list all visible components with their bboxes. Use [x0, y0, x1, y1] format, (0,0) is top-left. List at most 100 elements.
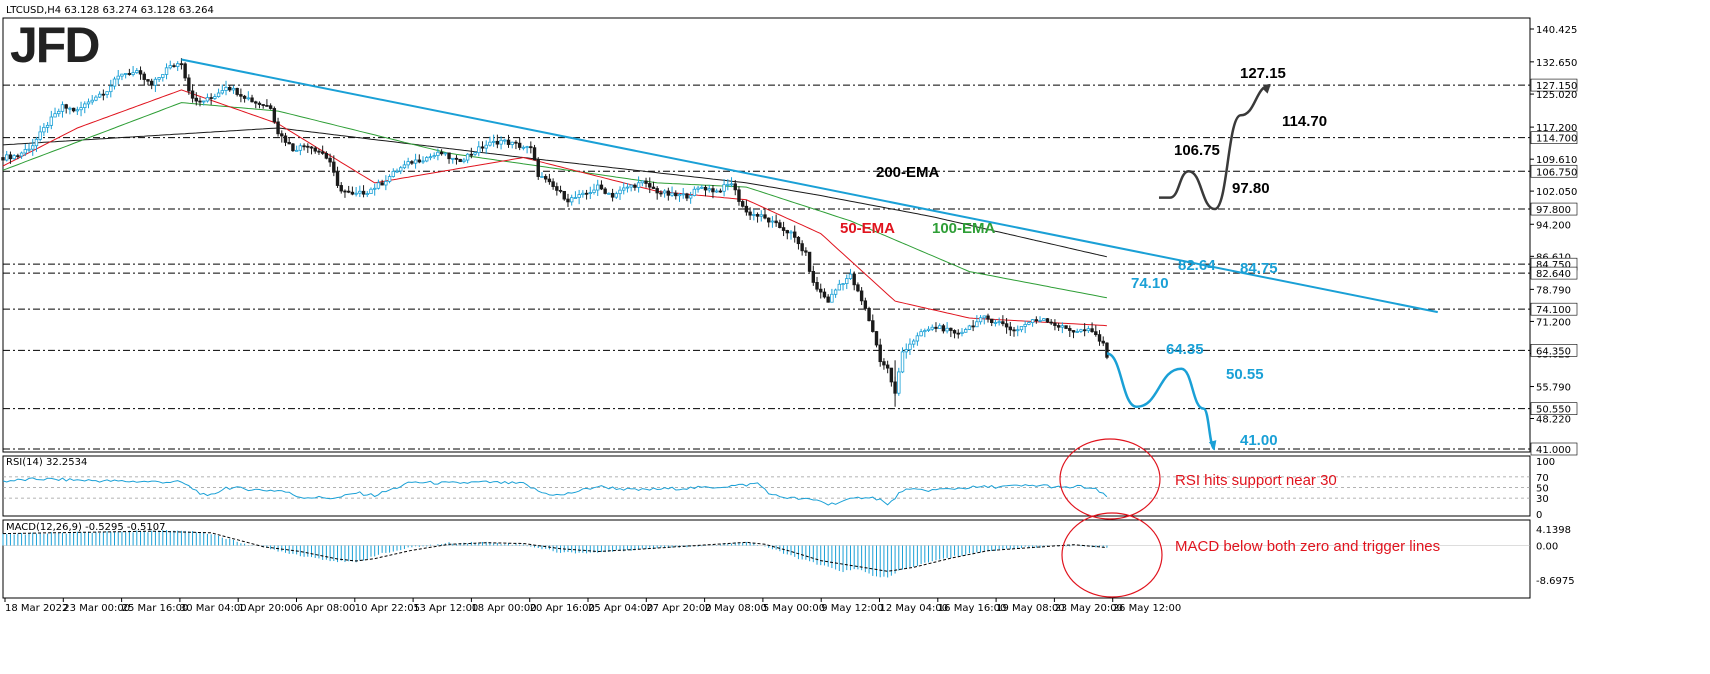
candle-body [187, 77, 191, 92]
candle-body [677, 194, 682, 197]
ema50-line [2, 89, 1107, 327]
level-label: 114.70 [1282, 113, 1327, 130]
rsi-tick-label: 100 [1536, 457, 1555, 468]
level-price-box [1530, 131, 1578, 144]
candle-body [826, 296, 830, 303]
candle-body [402, 164, 407, 169]
candle-body [529, 146, 533, 149]
candle-body [410, 161, 414, 164]
candle-body [581, 192, 585, 196]
candle-body [566, 198, 570, 203]
candle-body [517, 142, 522, 148]
candle-body [655, 188, 659, 194]
time-tick-label: 19 May 08:00 [996, 603, 1065, 614]
candle-body [358, 190, 362, 194]
macd-tick-label: 0.00 [1536, 542, 1558, 553]
candle-body [380, 182, 384, 186]
rsi-tick-label: 70 [1536, 473, 1549, 484]
candle-body [930, 326, 934, 330]
candle-body [42, 126, 46, 133]
candle-body [439, 151, 444, 155]
candle-body [172, 65, 176, 68]
level-label: 106.75 [1174, 142, 1220, 159]
candle-body [387, 176, 392, 182]
candle-body [503, 139, 507, 142]
candle-body [231, 87, 236, 91]
candle-body [629, 184, 633, 188]
candle-body [993, 322, 998, 324]
candle-body [1082, 329, 1087, 332]
candle-body [265, 104, 269, 107]
candle-body [298, 145, 303, 151]
level-price-box [1530, 402, 1578, 415]
candle-body [369, 188, 373, 194]
candle-body [1008, 326, 1013, 331]
candle-body [120, 73, 124, 77]
candle-body [272, 108, 277, 123]
candle-body [692, 188, 697, 196]
candle-body [986, 315, 990, 320]
candle-body [1053, 322, 1057, 326]
panel-frames [2, 17, 1531, 599]
candle-body [1075, 330, 1079, 333]
candle-body [306, 145, 310, 148]
candle-body [354, 192, 358, 195]
candle-body [161, 74, 165, 78]
level-price-label: 97.800 [1536, 205, 1571, 216]
candle-body [179, 63, 184, 66]
candle-body [737, 189, 741, 202]
candle-body [941, 325, 946, 332]
candle-body [16, 155, 20, 158]
level-price-box [1530, 202, 1578, 216]
candle-body [662, 190, 667, 194]
candle-body [648, 183, 652, 188]
candle-body [859, 290, 864, 302]
level-label: 82.64 [1178, 257, 1216, 274]
candle-body [934, 326, 938, 329]
candle-body [428, 156, 433, 159]
candle-body [960, 331, 964, 334]
level-label: 41.00 [1240, 432, 1278, 449]
level-price-label: 41.000 [1536, 445, 1571, 456]
candle-body [1105, 342, 1109, 358]
price-tick-label: 94.200 [1536, 220, 1571, 231]
candle-body [651, 186, 656, 189]
time-tick-label: 26 May 12:00 [1113, 603, 1182, 614]
candle-body [599, 184, 604, 190]
candle-body [908, 343, 912, 350]
candle-body [250, 97, 254, 103]
time-tick-label: 12 May 04:00 [880, 603, 949, 614]
level-price-box [1530, 344, 1578, 357]
candle-body [71, 107, 76, 112]
candle-body [447, 152, 451, 160]
candle-body [60, 104, 65, 112]
candle-body [216, 92, 221, 98]
candle-body [796, 236, 801, 245]
candle-body [313, 147, 317, 152]
candle-body [75, 109, 80, 112]
level-price-label: 84.750 [1536, 260, 1571, 271]
candle-body [1086, 328, 1091, 332]
ema100-line [2, 102, 1107, 299]
level-label: 84.75 [1240, 260, 1278, 277]
level-lines [3, 84, 1530, 450]
candle-body [283, 135, 288, 143]
candle-body [417, 159, 422, 163]
candle-body [852, 273, 856, 286]
candle-body [146, 79, 150, 82]
candle-body [477, 146, 481, 154]
candle-body [276, 121, 280, 135]
candle-body [592, 189, 596, 193]
rsi-line [2, 477, 1108, 506]
candle-body [514, 141, 518, 144]
candle-body [640, 180, 645, 184]
candle-body [674, 192, 678, 197]
candle-body [138, 70, 143, 75]
candle-body [815, 282, 819, 290]
candle-body [105, 91, 109, 95]
candle-body [395, 170, 399, 173]
candle-body [291, 143, 295, 152]
candle-body [740, 201, 745, 207]
